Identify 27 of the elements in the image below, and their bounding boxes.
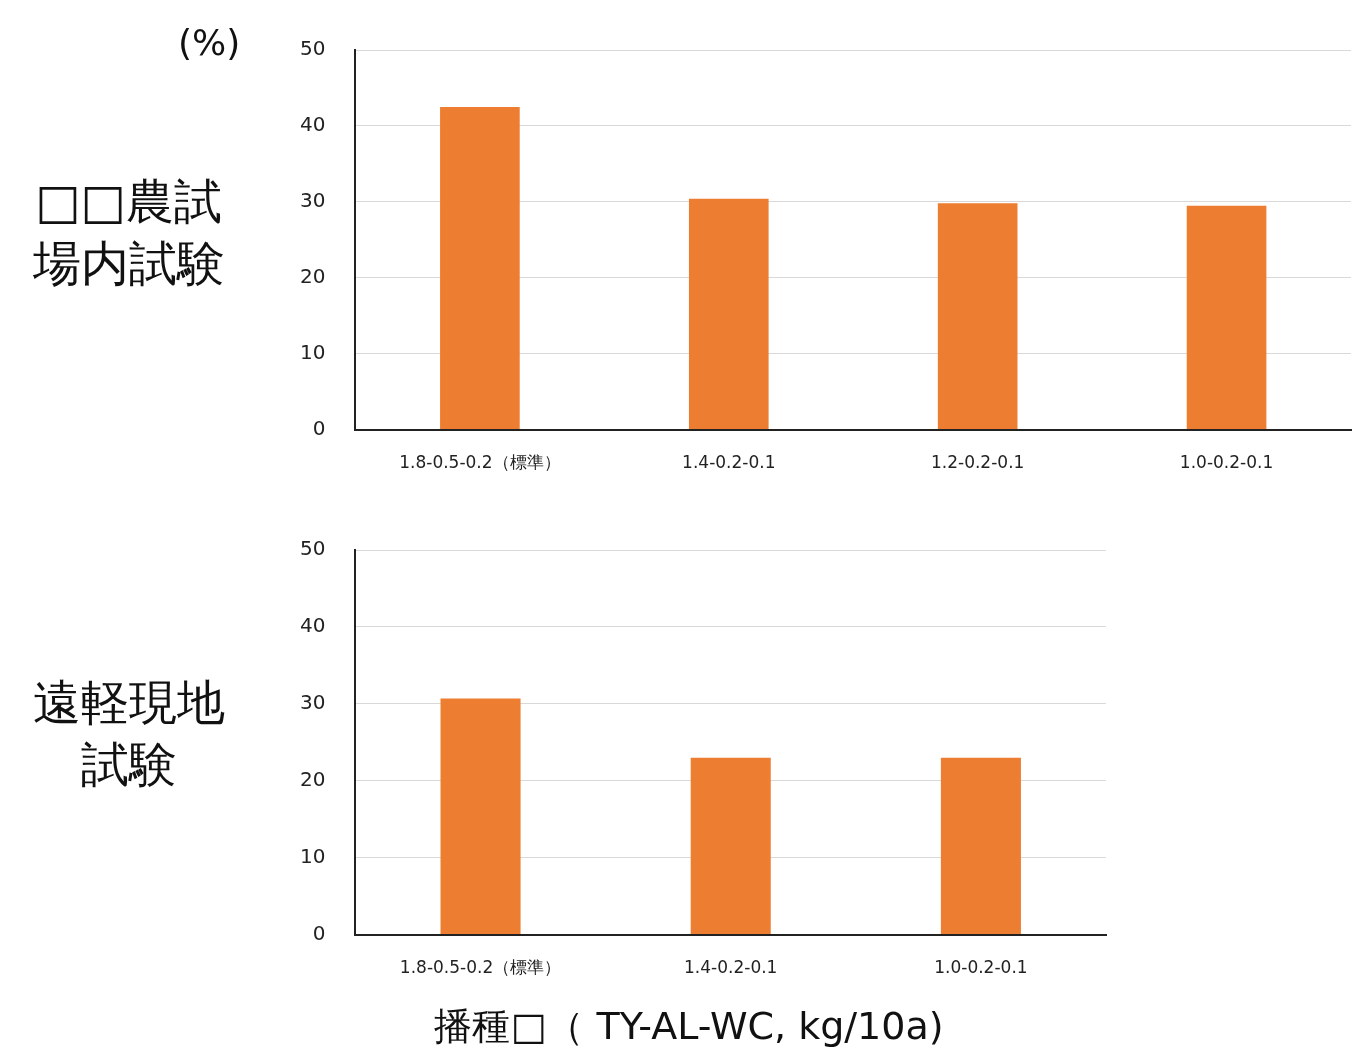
bar: [937, 203, 1018, 430]
y-tick-label: 10: [300, 339, 326, 364]
y-tick-label: 0: [312, 920, 326, 945]
text: □□農試場内試験: [31, 171, 226, 293]
y-tick-label: 10: [300, 843, 326, 868]
y-tick-label: 20: [300, 766, 326, 791]
x-axis-title: 播種□（ TY-AL-WC, kg/10a): [433, 1003, 945, 1050]
y-tick-label: 30: [300, 188, 326, 213]
y-tick-label: 50: [300, 36, 326, 61]
bar: [688, 198, 769, 430]
y-tick-label: 40: [300, 613, 326, 638]
x-tick-label: 1.4-0.2-0.1: [684, 957, 778, 978]
x-tick-label: 1.8-0.5-0.2（標準）: [399, 957, 562, 978]
x-tick-label: 1.4-0.2-0.1: [682, 452, 776, 473]
x-tick-label: 1.0-0.2-0.1: [1179, 452, 1274, 473]
text: 遠軽現地試験: [31, 673, 226, 795]
x-tick-label: 1.0-0.2-0.1: [934, 957, 1028, 978]
bar: [1186, 205, 1267, 430]
y-axis-title: (%): [178, 22, 241, 63]
x-tick-label: 1.8-0.5-0.2（標準）: [399, 452, 561, 473]
x-tick-label: 1.2-0.2-0.1: [930, 452, 1025, 473]
y-tick-label: 0: [312, 415, 326, 440]
y-tick-label: 50: [300, 536, 326, 561]
y-tick-label: 20: [300, 263, 326, 288]
y-tick-label: 30: [300, 690, 326, 715]
y-tick-label: 40: [300, 112, 326, 137]
bar: [440, 106, 520, 430]
